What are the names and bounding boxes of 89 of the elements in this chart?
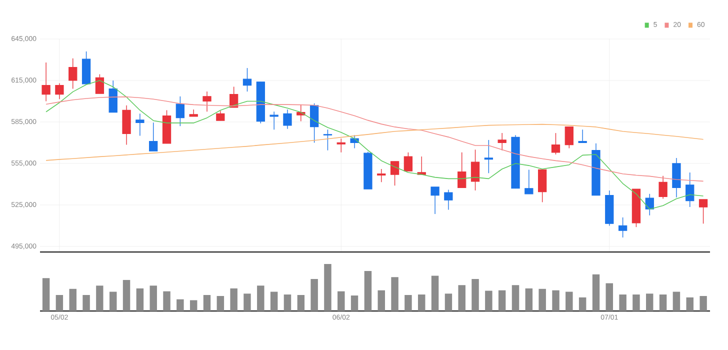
bar [364, 271, 372, 311]
candlestick [564, 126, 574, 149]
bar [472, 279, 479, 311]
candlestick [524, 169, 534, 194]
candlestick [658, 176, 668, 200]
candlestick [230, 86, 238, 108]
bar [244, 294, 251, 311]
bar [391, 277, 398, 311]
candlestick [686, 172, 694, 208]
candlestick [417, 156, 426, 175]
candlestick [430, 186, 440, 214]
bar [378, 290, 385, 311]
bar [338, 291, 345, 311]
candlestick [484, 140, 494, 174]
candlestick [578, 129, 587, 144]
bar [163, 291, 170, 311]
candlestick [122, 105, 131, 146]
bar [136, 288, 144, 311]
candlestick [283, 109, 292, 130]
bar [96, 286, 104, 311]
bar [150, 286, 157, 311]
candlestick [270, 111, 278, 130]
bar [659, 294, 667, 311]
candlestick [189, 109, 198, 117]
candlestick [95, 74, 104, 94]
bar [404, 295, 412, 311]
bar [672, 292, 680, 311]
bar [578, 297, 586, 311]
bar [270, 292, 278, 311]
bar [525, 288, 533, 311]
bar [418, 294, 426, 311]
candlestick [404, 152, 413, 172]
candlestick [551, 132, 560, 155]
bar [444, 294, 452, 311]
bar [632, 294, 640, 311]
candlestick [108, 80, 118, 113]
bar [606, 283, 614, 311]
candlestick [323, 129, 332, 151]
bar [646, 294, 654, 311]
candlestick [498, 132, 506, 151]
bar [176, 299, 184, 311]
bar [619, 294, 626, 311]
candlestick [202, 91, 212, 112]
bar [310, 279, 318, 311]
candlestick [444, 189, 453, 210]
bar [566, 292, 573, 311]
bar [82, 295, 90, 311]
candlestick [310, 102, 319, 144]
bar [230, 288, 238, 311]
candlestick [42, 62, 50, 102]
candlestick [618, 217, 628, 238]
bar [42, 278, 50, 311]
bar [190, 300, 198, 311]
bar [592, 274, 600, 311]
bar [109, 292, 117, 311]
candlestick [216, 110, 225, 121]
bar [284, 294, 292, 311]
candlestick [136, 113, 144, 136]
candlestick [538, 169, 547, 203]
candlestick [458, 152, 466, 188]
candlestick [698, 199, 708, 224]
candlestick [242, 68, 252, 92]
bar [512, 285, 520, 311]
bar [552, 290, 560, 311]
candlestick [645, 194, 654, 216]
bar [700, 296, 707, 311]
bar [350, 295, 358, 311]
candlestick [55, 82, 64, 100]
bar [69, 288, 76, 311]
candlestick [149, 122, 158, 152]
bar [257, 286, 264, 311]
candlestick [176, 96, 185, 126]
candlestick [377, 168, 386, 182]
bar [498, 290, 506, 311]
bar [56, 295, 64, 311]
candlestick [390, 161, 400, 186]
candlestick [68, 58, 78, 90]
bar [216, 296, 224, 311]
bar [122, 280, 130, 311]
bar [686, 297, 694, 311]
bar [324, 264, 332, 311]
bar [297, 295, 305, 311]
bar [203, 295, 211, 311]
bar [458, 285, 466, 311]
candlestick [470, 149, 480, 191]
bar [538, 288, 546, 311]
bar [431, 276, 439, 311]
candlestick [336, 138, 346, 153]
bar [485, 290, 492, 311]
